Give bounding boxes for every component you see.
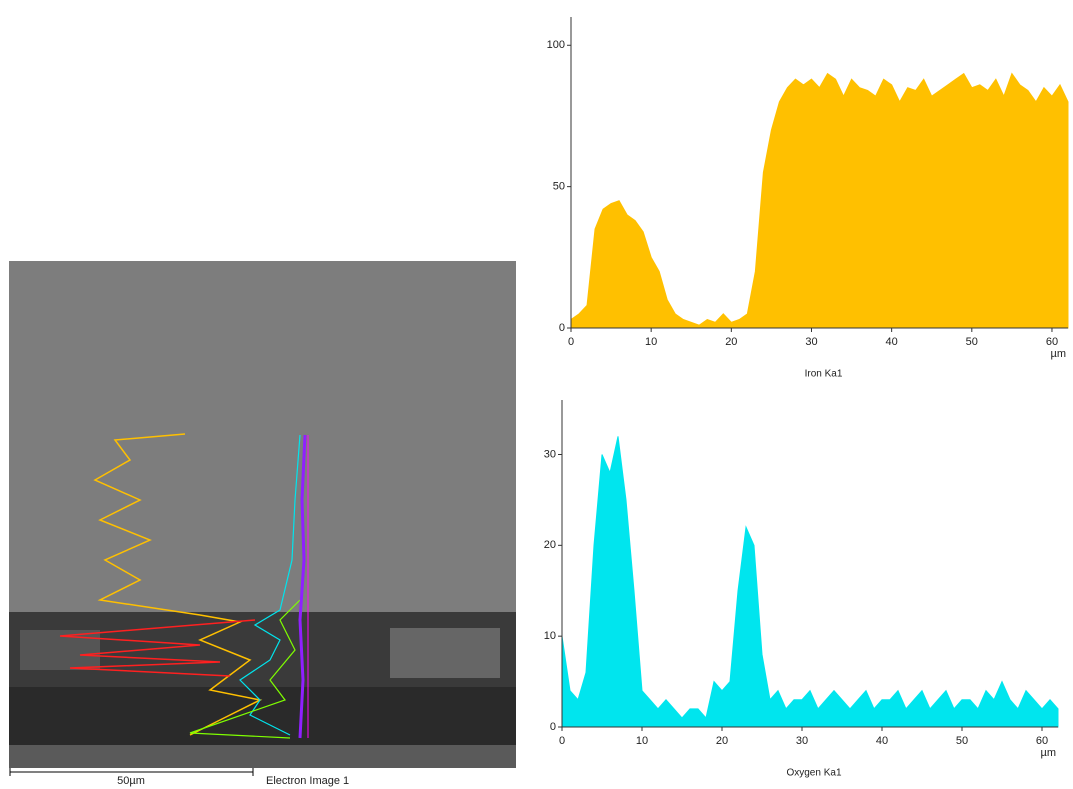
- x-tick-label: 30: [796, 735, 808, 747]
- y-tick-label: 20: [544, 539, 556, 551]
- profile-other: [189, 599, 301, 739]
- x-tick-label: 60: [1046, 336, 1058, 348]
- y-tick-label: 50: [553, 181, 565, 193]
- area: [570, 72, 1069, 329]
- chart-title: Oxygen Ka1: [786, 768, 841, 779]
- profile-other: [59, 619, 256, 677]
- x-tick-label: 20: [716, 735, 728, 747]
- electron-image: 50µm Electron Image 1: [9, 261, 516, 787]
- x-tick-label: 20: [725, 336, 737, 348]
- x-tick-label: 40: [886, 336, 898, 348]
- y-tick-label: 10: [544, 630, 556, 642]
- x-tick-label: 0: [568, 336, 574, 348]
- scale-bar-label: 50µm: [117, 775, 145, 787]
- chart-title: Iron Ka1: [805, 369, 843, 380]
- x-tick-label: 10: [645, 336, 657, 348]
- area: [561, 436, 1059, 728]
- x-tick-label: 0: [559, 735, 565, 747]
- x-axis-label: µm: [1050, 348, 1066, 360]
- sem-grain: [390, 628, 500, 678]
- x-tick-label: 30: [805, 336, 817, 348]
- x-axis-label: µm: [1040, 747, 1056, 759]
- x-tick-label: 50: [966, 336, 978, 348]
- image-caption: Electron Image 1: [266, 775, 349, 787]
- profile-other: [298, 434, 307, 739]
- profile-oxygen: [239, 434, 301, 736]
- x-tick-label: 50: [956, 735, 968, 747]
- x-tick-label: 40: [876, 735, 888, 747]
- profile-iron: [93, 433, 263, 736]
- y-tick-label: 0: [559, 322, 565, 334]
- sem-substrate-edge: [9, 745, 516, 768]
- y-tick-label: 30: [544, 448, 556, 460]
- x-tick-label: 60: [1036, 735, 1048, 747]
- x-tick-label: 10: [636, 735, 648, 747]
- y-tick-label: 100: [547, 39, 565, 51]
- y-tick-label: 0: [550, 721, 556, 733]
